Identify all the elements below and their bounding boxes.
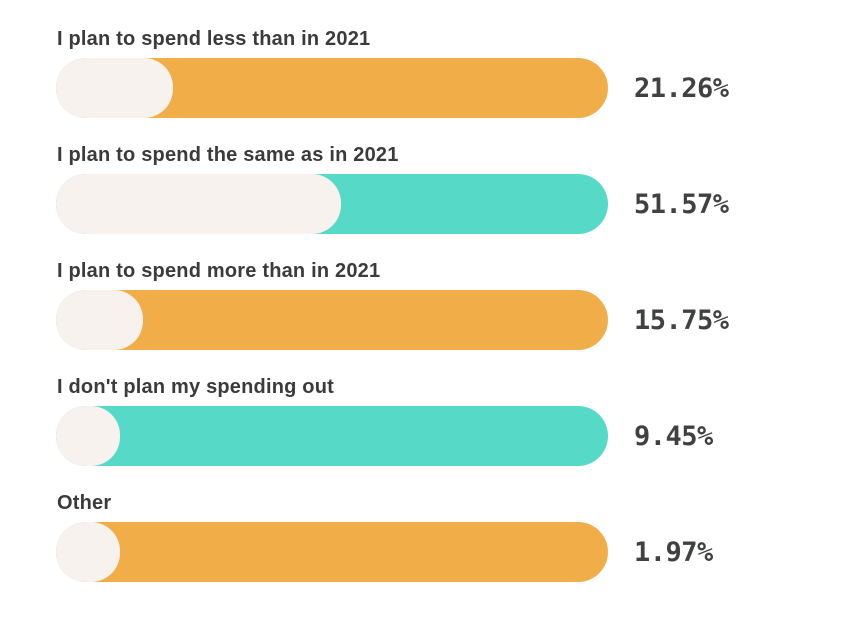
bar-row: I don't plan my spending out 9.45% xyxy=(56,374,849,466)
bar-label: Other xyxy=(57,492,112,514)
bar-value: 51.57% xyxy=(634,188,729,220)
bar-line: 9.45% xyxy=(56,406,849,466)
bar-label: I plan to spend more than in 2021 xyxy=(57,260,381,282)
bar-track xyxy=(56,174,608,234)
bar-value: 21.26% xyxy=(634,72,729,104)
bar-fill xyxy=(56,290,143,350)
bar-row: I plan to spend the same as in 2021 51.5… xyxy=(56,142,849,234)
bar-value: 9.45% xyxy=(634,420,713,452)
bar-row: I plan to spend more than in 2021 15.75% xyxy=(56,258,849,350)
bar-line: 15.75% xyxy=(56,290,849,350)
bar-row: I plan to spend less than in 2021 21.26% xyxy=(56,26,849,118)
survey-results-chart: I plan to spend less than in 2021 21.26%… xyxy=(56,26,849,582)
bar-track xyxy=(56,522,608,582)
bar-label: I don't plan my spending out xyxy=(57,376,335,398)
bar-track xyxy=(56,290,608,350)
bar-value: 1.97% xyxy=(634,536,713,568)
bar-line: 21.26% xyxy=(56,58,849,118)
bar-label: I plan to spend the same as in 2021 xyxy=(57,144,399,166)
bar-line: 1.97% xyxy=(56,522,849,582)
bar-row: Other 1.97% xyxy=(56,490,849,582)
bar-fill xyxy=(56,522,120,582)
bar-track xyxy=(56,58,608,118)
bar-fill xyxy=(56,58,174,118)
bar-value: 15.75% xyxy=(634,304,729,336)
bar-fill xyxy=(56,406,120,466)
bar-track xyxy=(56,406,608,466)
bar-line: 51.57% xyxy=(56,174,849,234)
bar-label: I plan to spend less than in 2021 xyxy=(57,28,371,50)
bar-fill xyxy=(56,174,341,234)
